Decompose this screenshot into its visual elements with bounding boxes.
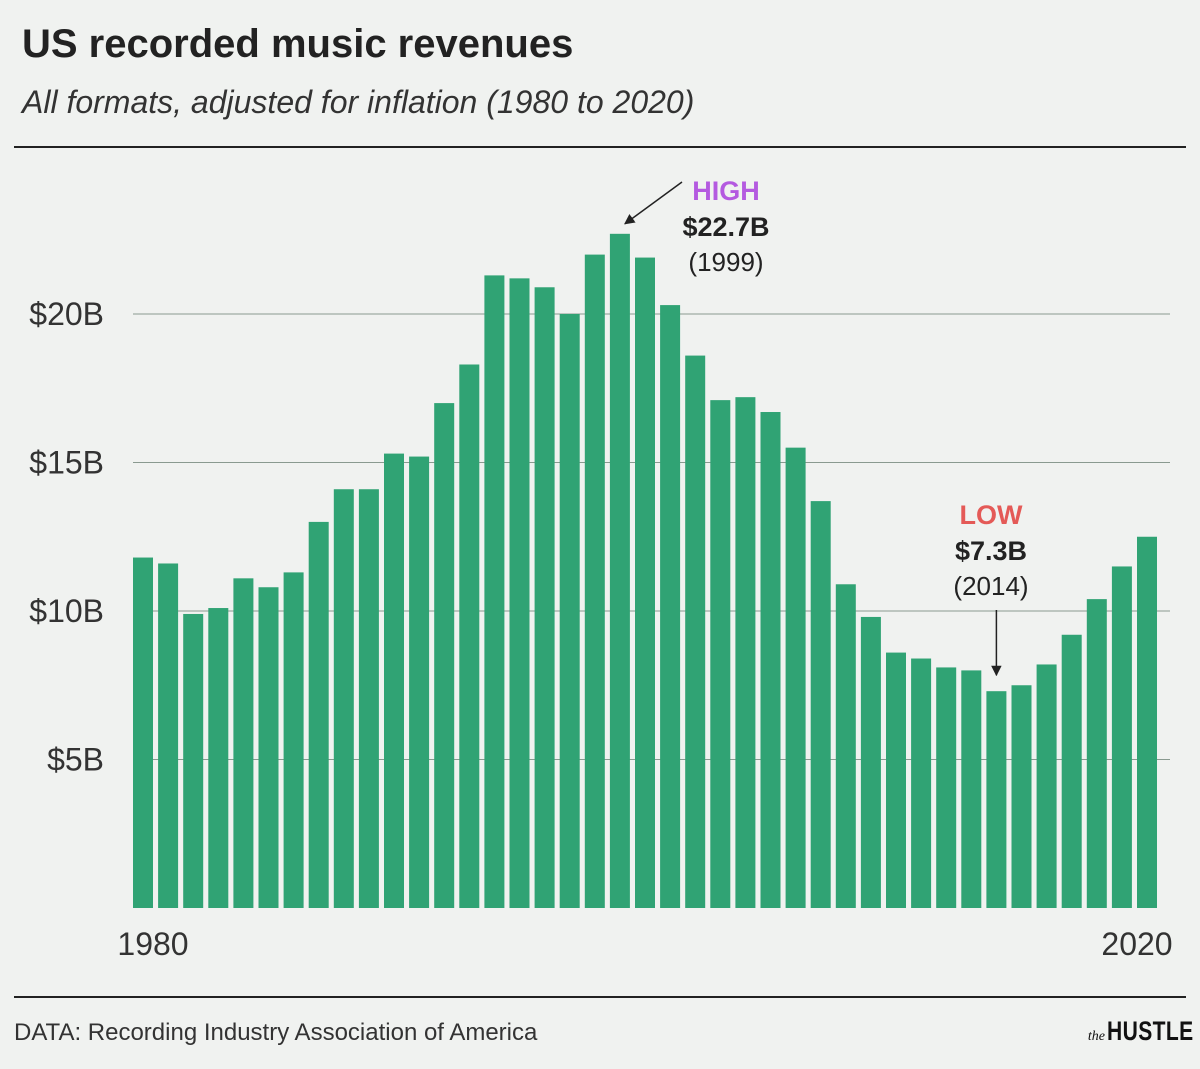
bar-1981 [158, 563, 179, 908]
bar-1994 [484, 275, 505, 908]
bar-2002 [685, 355, 706, 909]
bar-2009 [860, 616, 881, 908]
bar-2007 [810, 501, 831, 908]
bar-1999 [609, 233, 630, 908]
bar-1988 [333, 489, 354, 908]
y-tick-label: $15B [29, 445, 104, 481]
bar-2003 [710, 400, 731, 908]
chart-subtitle: All formats, adjusted for inflation (198… [22, 84, 695, 120]
low-year: (2014) [953, 571, 1028, 601]
bar-2014 [986, 691, 1007, 908]
brand-logo-prefix: the [1087, 1029, 1105, 1044]
y-tick-label: $10B [29, 593, 104, 629]
y-tick-label: $20B [29, 296, 104, 332]
header-divider [14, 146, 1186, 148]
bar-1985 [258, 587, 279, 908]
high-value: $22.7B [682, 212, 769, 242]
bar-1989 [358, 489, 379, 908]
bar-2012 [936, 667, 957, 908]
bar-2006 [785, 447, 806, 908]
bar-2011 [911, 658, 932, 908]
bar-2001 [660, 305, 681, 909]
bar-2015 [1011, 685, 1032, 908]
bar-1996 [534, 287, 555, 908]
bar-2004 [735, 397, 756, 908]
bar-2020 [1137, 536, 1157, 908]
low-value: $7.3B [955, 536, 1027, 566]
bar-1995 [509, 278, 530, 908]
bar-1998 [584, 254, 605, 909]
bar-1986 [283, 572, 304, 908]
bar-2008 [835, 584, 856, 908]
high-label: HIGH [692, 176, 760, 206]
high-arrow [624, 181, 683, 225]
brand-logo-name: HUSTLE [1107, 1016, 1194, 1046]
bar-1997 [559, 314, 580, 908]
bar-1980 [133, 557, 153, 908]
bar-2000 [635, 257, 655, 908]
brand-logo: the HUSTLE [1087, 1016, 1194, 1047]
x-tick-label: 2020 [1101, 926, 1172, 962]
x-tick-label: 1980 [117, 926, 188, 962]
footer-divider [14, 996, 1186, 998]
bar-1984 [233, 578, 254, 908]
bar-1982 [183, 613, 204, 908]
bar-2018 [1086, 599, 1107, 908]
high-year: (1999) [688, 247, 763, 277]
low-label: LOW [960, 500, 1023, 530]
bar-1983 [208, 608, 229, 908]
bar-1992 [434, 403, 455, 908]
bar-1990 [384, 453, 404, 908]
y-tick-label: $5B [47, 742, 104, 778]
bar-2005 [760, 412, 781, 908]
bar-chart: $5B $10B $15B $20B 1980 2020 HIGH $22.7B (1999) L… [29, 176, 1172, 962]
data-source: DATA: Recording Industry Association of … [14, 1019, 538, 1046]
bar-1993 [459, 364, 480, 908]
bar-2019 [1111, 566, 1132, 908]
bar-1991 [409, 456, 430, 908]
bar-2010 [886, 652, 906, 908]
bar-2016 [1036, 664, 1057, 908]
bar-2013 [961, 670, 982, 908]
chart-title: US recorded music revenues [22, 22, 574, 66]
bar-1987 [308, 521, 329, 908]
bar-2017 [1061, 634, 1082, 908]
